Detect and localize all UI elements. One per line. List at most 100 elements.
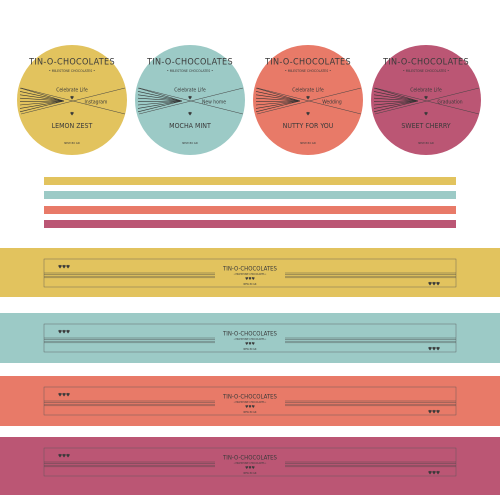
heart: ♥ <box>424 96 428 102</box>
stripe <box>137 97 183 102</box>
stripe <box>255 100 301 102</box>
stripe <box>19 87 65 102</box>
occasion: Wedding <box>322 100 342 106</box>
label-circle <box>135 45 245 155</box>
band-brand: TIN-O-CHOCOLATES <box>222 331 278 338</box>
band-hearts: ♥♥♥ <box>245 276 255 281</box>
band-hearts: ♥♥♥ <box>58 265 70 271</box>
band-hearts: ♥♥♥ <box>58 330 70 336</box>
flavor: MOCHA MINT <box>169 122 211 130</box>
occasion: Instagram <box>85 100 108 106</box>
band-footer: NEW 80 GR <box>244 347 257 351</box>
band-subtitle: • MILESTONE CHOCOLATES • <box>234 400 267 404</box>
band <box>0 248 500 297</box>
band-footer: NEW 80 GR <box>244 282 257 286</box>
stripe <box>19 97 65 102</box>
subtitle: • MILESTONE CHOCOLATES • <box>403 69 449 73</box>
occasion: Graduation <box>437 100 462 106</box>
stripe <box>373 100 419 106</box>
stripe <box>255 100 301 106</box>
stripe <box>373 87 419 102</box>
brand: TIN-O-CHOCOLATES <box>382 58 469 68</box>
stripe <box>373 100 419 109</box>
brand: TIN-O-CHOCOLATES <box>146 58 233 68</box>
stripe <box>19 100 65 102</box>
band-hearts: ♥♥♥ <box>428 347 440 353</box>
stripe <box>19 100 65 109</box>
strip <box>44 177 456 185</box>
subtitle: • MILESTONE CHOCOLATES • <box>167 69 213 73</box>
heart: ♥ <box>70 112 74 118</box>
stripe <box>255 100 301 109</box>
band-hearts: ♥♥♥ <box>58 454 70 460</box>
heart: ♥ <box>306 96 310 102</box>
stripe <box>137 100 183 109</box>
band-footer: NEW 80 GR <box>244 471 257 475</box>
heart: ♥ <box>70 96 74 102</box>
label-circle <box>253 45 363 155</box>
stripe <box>19 100 65 106</box>
stripe <box>137 100 183 106</box>
stripe <box>373 94 419 102</box>
stripe <box>137 91 183 102</box>
stripe <box>137 100 183 113</box>
heart: ♥ <box>306 112 310 118</box>
band-brand: TIN-O-CHOCOLATES <box>222 394 278 401</box>
subtitle: • MILESTONE CHOCOLATES • <box>49 69 95 73</box>
stripe <box>137 100 183 102</box>
stripe <box>373 100 419 102</box>
heart: ♥ <box>188 96 192 102</box>
flavor: NUTTY FOR YOU <box>283 122 334 130</box>
stripe <box>255 91 301 102</box>
strip <box>44 191 456 199</box>
stripe <box>255 87 301 102</box>
stripe <box>19 94 65 102</box>
band-brand: TIN-O-CHOCOLATES <box>222 266 278 273</box>
tagline: Celebrate Life <box>292 88 324 94</box>
flavor: LEMON ZEST <box>52 122 93 130</box>
strip <box>44 206 456 214</box>
band-brand: TIN-O-CHOCOLATES <box>222 455 278 462</box>
tagline: Celebrate Life <box>174 88 206 94</box>
stripe <box>19 100 65 113</box>
footer: NEW 80 GR <box>418 141 434 145</box>
cross-line <box>20 87 126 115</box>
subtitle: • MILESTONE CHOCOLATES • <box>285 69 331 73</box>
cross-line <box>138 87 244 115</box>
footer: NEW 80 GR <box>64 141 80 145</box>
band-hearts: ♥♥♥ <box>428 471 440 477</box>
band-hearts: ♥♥♥ <box>245 404 255 409</box>
label-circle <box>371 45 481 155</box>
cross-line <box>374 87 480 115</box>
band-hearts: ♥♥♥ <box>428 410 440 416</box>
heart: ♥ <box>424 112 428 118</box>
stripe <box>255 100 301 113</box>
band-subtitle: • MILESTONE CHOCOLATES • <box>234 272 267 276</box>
band-hearts: ♥♥♥ <box>245 341 255 346</box>
stripe <box>255 97 301 102</box>
band-hearts: ♥♥♥ <box>428 282 440 288</box>
stripe <box>137 94 183 102</box>
band <box>0 437 500 495</box>
footer: NEW 80 GR <box>182 141 198 145</box>
stripe <box>255 94 301 102</box>
flavor: SWEET CHERRY <box>401 122 450 130</box>
heart: ♥ <box>188 112 192 118</box>
band-hearts: ♥♥♥ <box>58 393 70 399</box>
band-footer: NEW 80 GR <box>244 410 257 414</box>
stripe <box>373 97 419 102</box>
stripe <box>373 100 419 113</box>
stripe <box>137 87 183 102</box>
cross-line <box>256 87 362 115</box>
footer: NEW 80 GR <box>300 141 316 145</box>
tagline: Celebrate Life <box>410 88 442 94</box>
strip <box>44 220 456 228</box>
stripe <box>373 91 419 102</box>
band-hearts: ♥♥♥ <box>245 465 255 470</box>
band-subtitle: • MILESTONE CHOCOLATES • <box>234 337 267 341</box>
brand: TIN-O-CHOCOLATES <box>264 58 351 68</box>
label-circle <box>17 45 127 155</box>
stripe <box>19 91 65 102</box>
